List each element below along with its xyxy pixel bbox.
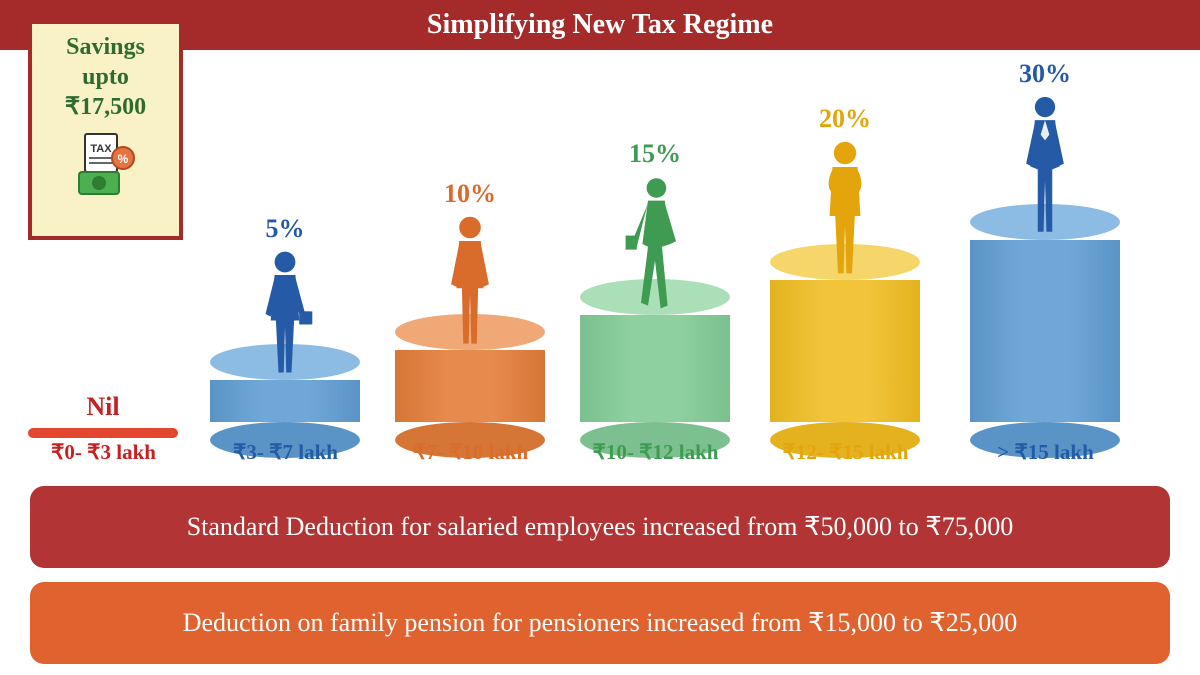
slab-percent: 15% xyxy=(570,139,740,169)
nil-indicator xyxy=(28,428,178,438)
slab-range-label: ₹12- ₹15 lakh xyxy=(753,440,938,465)
person-icon xyxy=(253,249,318,384)
person-icon xyxy=(1009,94,1082,244)
tax-slab: 15% xyxy=(570,50,740,440)
tax-slab: Nil xyxy=(18,50,188,440)
page-title: Simplifying New Tax Regime xyxy=(427,9,773,41)
slab-percent: 20% xyxy=(760,104,930,134)
tax-slab: 10% xyxy=(385,50,555,440)
tax-slab-chart: Nil 5% 10% 15% 20% 30% xyxy=(0,50,1200,440)
slab-percent: Nil xyxy=(18,392,188,422)
slab-percent: 10% xyxy=(385,179,555,209)
tax-slab: 20% xyxy=(760,50,930,440)
slab-range-label: > ₹15 lakh xyxy=(953,440,1138,465)
slab-range-label: ₹0- ₹3 lakh xyxy=(11,440,196,465)
slab-percent: 30% xyxy=(960,59,1130,89)
slab-percent: 5% xyxy=(200,214,370,244)
tax-slab: 30% xyxy=(960,50,1130,440)
info-callout: Standard Deduction for salaried employee… xyxy=(30,486,1170,568)
slab-range-row: ₹0- ₹3 lakh₹3- ₹7 lakh₹7- ₹10 lakh₹10- ₹… xyxy=(0,440,1200,476)
person-icon xyxy=(436,214,504,354)
slab-range-label: ₹3- ₹7 lakh xyxy=(193,440,378,465)
tax-slab: 5% xyxy=(200,50,370,440)
slab-cylinder xyxy=(970,222,1120,440)
person-icon xyxy=(810,139,880,284)
person-icon xyxy=(620,174,690,319)
slab-cylinder xyxy=(770,262,920,440)
info-callout: Deduction on family pension for pensione… xyxy=(30,582,1170,664)
slab-range-label: ₹10- ₹12 lakh xyxy=(563,440,748,465)
slab-range-label: ₹7- ₹10 lakh xyxy=(378,440,563,465)
